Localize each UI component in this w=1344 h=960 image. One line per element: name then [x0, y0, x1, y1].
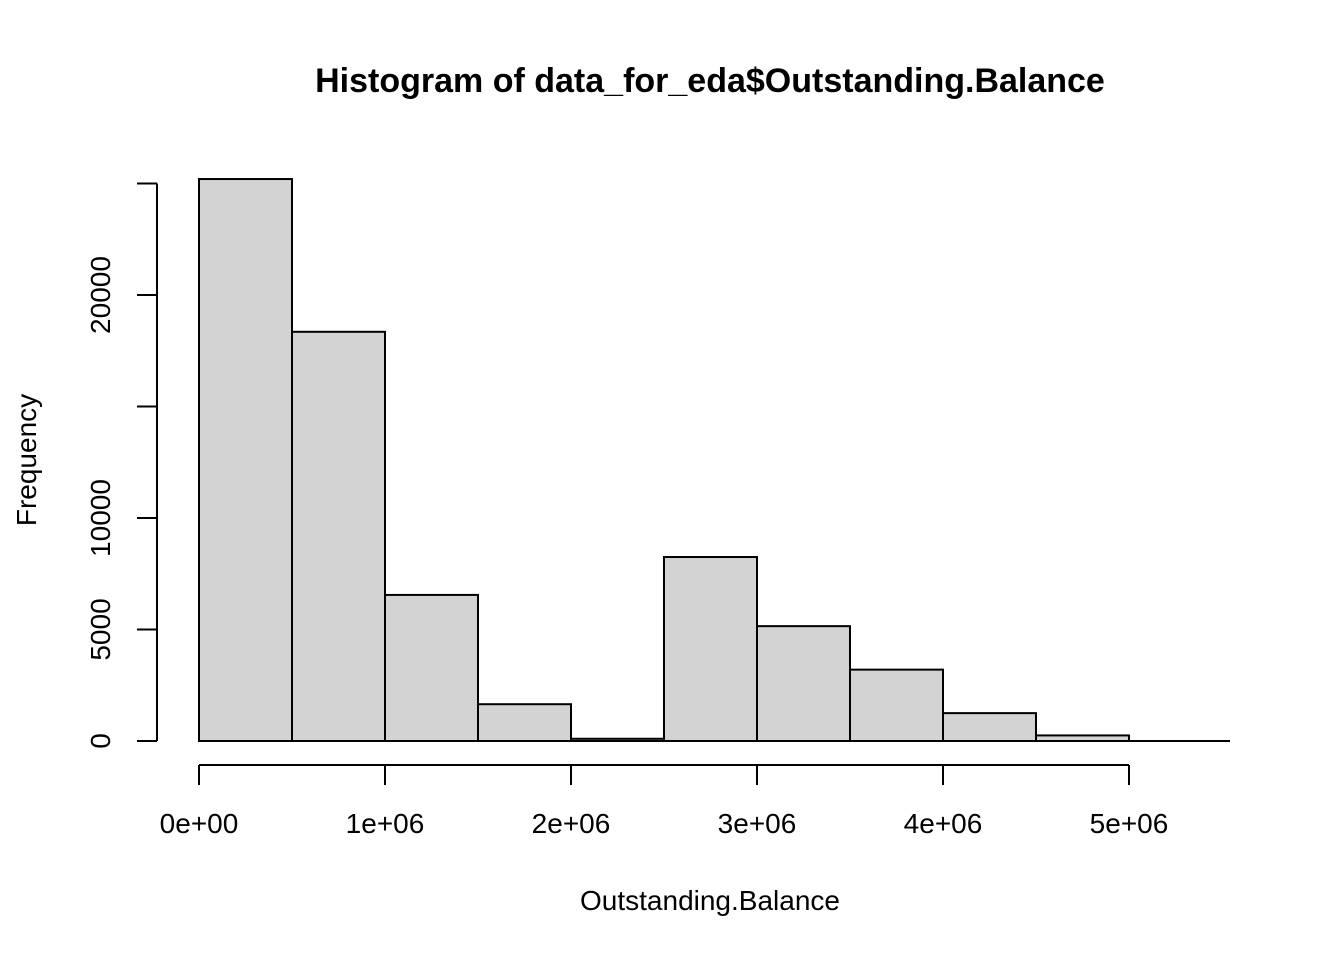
histogram-bar-3	[477, 703, 572, 743]
histogram-bar-8	[942, 712, 1037, 742]
y-tick-label-0: 0	[85, 733, 116, 749]
x-tick-label-0: 0e+00	[160, 808, 239, 839]
y-axis-label: Frequency	[11, 394, 42, 526]
x-axis-label: Outstanding.Balance	[580, 885, 840, 916]
x-tick-label-4: 4e+06	[904, 808, 983, 839]
histogram-bar-6	[756, 625, 851, 743]
y-tick-label-1: 5000	[85, 598, 116, 660]
chart-title: Histogram of data_for_eda$Outstanding.Ba…	[315, 62, 1105, 100]
y-tick-label-4: 20000	[85, 256, 116, 334]
y-axis: 0 5000 10000 20000	[85, 182, 158, 749]
x-tick-label-2: 2e+06	[532, 808, 611, 839]
histogram-bar-7	[849, 668, 944, 743]
histogram-bar-5	[663, 556, 758, 743]
bars-group	[198, 178, 1230, 743]
histogram-bar-1	[291, 330, 386, 742]
histogram-bar-0	[198, 178, 293, 743]
x-tick-label-1: 1e+06	[346, 808, 425, 839]
x-axis: 0e+00 1e+06 2e+06 3e+06 4e+06 5e+06	[160, 764, 1169, 839]
x-tick-label-3: 3e+06	[718, 808, 797, 839]
x-tick-label-5: 5e+06	[1090, 808, 1169, 839]
y-tick-label-2: 10000	[85, 479, 116, 557]
histogram-bar-2	[384, 593, 479, 742]
